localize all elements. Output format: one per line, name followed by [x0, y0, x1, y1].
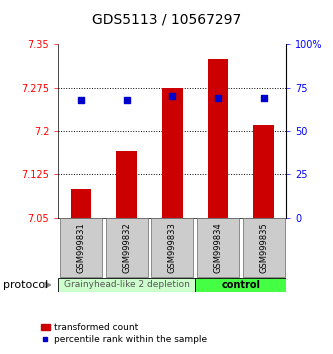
Text: protocol: protocol: [3, 280, 49, 290]
Text: GSM999835: GSM999835: [259, 222, 268, 273]
Text: Grainyhead-like 2 depletion: Grainyhead-like 2 depletion: [64, 280, 190, 290]
Bar: [151, 218, 193, 277]
Text: GSM999832: GSM999832: [122, 222, 131, 273]
Point: [79, 97, 84, 103]
Bar: [208, 59, 228, 218]
Bar: [162, 87, 182, 218]
Text: control: control: [221, 280, 260, 290]
Text: GDS5113 / 10567297: GDS5113 / 10567297: [92, 12, 241, 27]
Bar: [106, 218, 148, 277]
Bar: [242, 218, 285, 277]
Bar: [195, 278, 286, 292]
Point: [170, 93, 175, 99]
Text: GSM999833: GSM999833: [168, 222, 177, 273]
Point: [261, 95, 266, 101]
Bar: [58, 278, 195, 292]
Bar: [60, 218, 102, 277]
Legend: transformed count, percentile rank within the sample: transformed count, percentile rank withi…: [38, 320, 211, 348]
Text: GSM999834: GSM999834: [213, 222, 222, 273]
Bar: [71, 189, 91, 218]
Point: [215, 95, 221, 101]
Text: GSM999831: GSM999831: [77, 222, 86, 273]
Point: [124, 97, 129, 103]
Bar: [117, 151, 137, 218]
Bar: [197, 218, 239, 277]
Bar: [253, 125, 274, 218]
